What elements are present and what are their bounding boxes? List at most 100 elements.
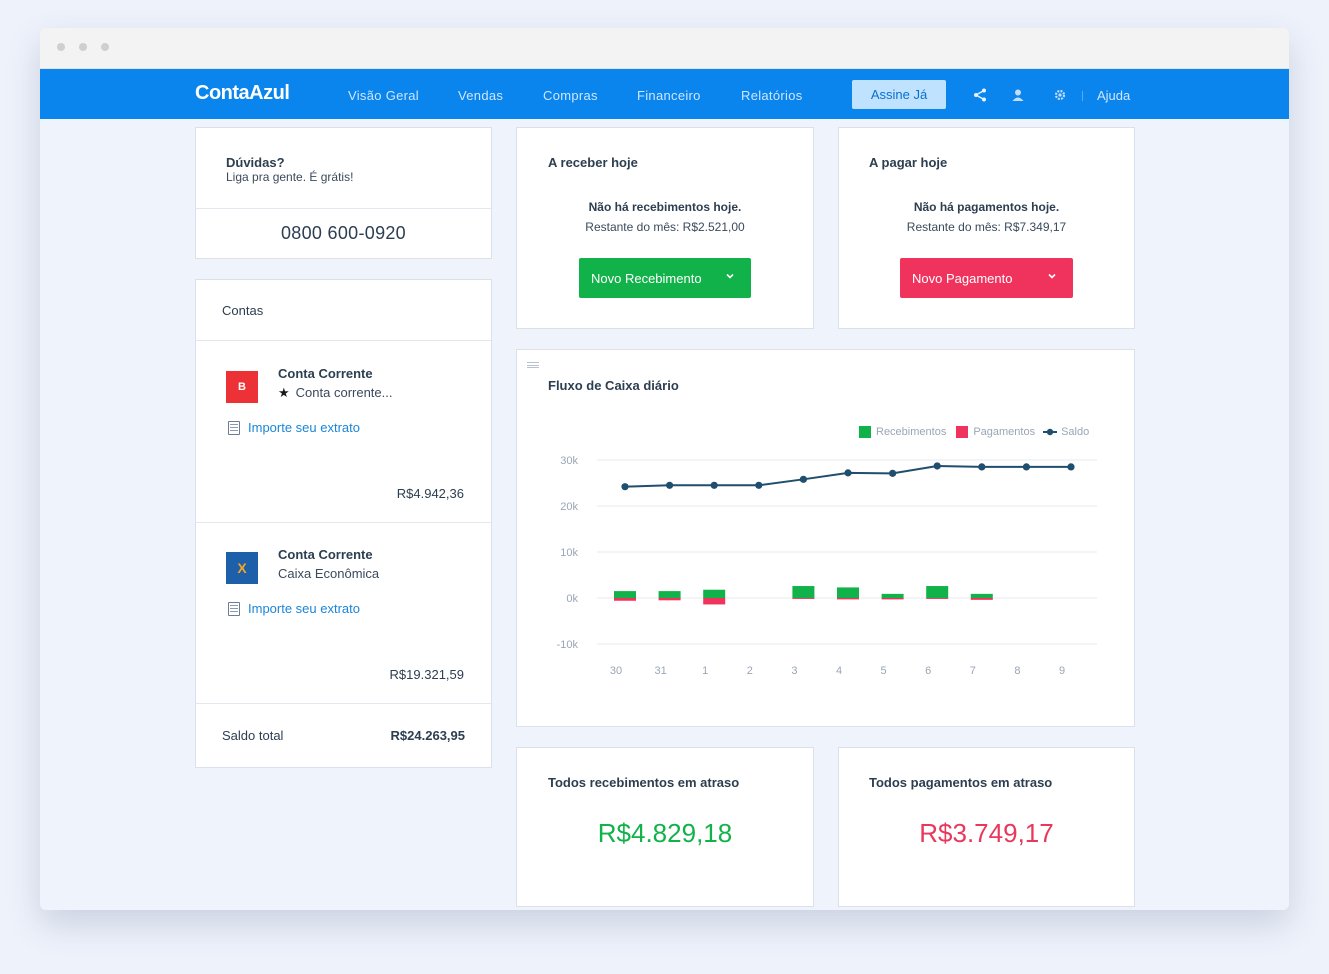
saldo-point (844, 469, 852, 477)
nav-item-relatorios[interactable]: Relatórios (741, 88, 803, 103)
y-tick-label: 0k (566, 593, 578, 605)
bar-pagamentos (658, 598, 681, 601)
saldo-point (1067, 463, 1075, 471)
legend-label-pagamentos: Pagamentos (973, 426, 1036, 438)
bar-pagamentos (703, 598, 726, 605)
account-balance: R$4.942,36 (396, 486, 464, 501)
receive-today-card: A receber hoje Não há recebimentos hoje.… (516, 127, 814, 329)
bar-pagamentos (881, 598, 904, 600)
overdue-payments-card: Todos pagamentos em atraso R$3.749,17 (838, 747, 1135, 907)
help-title: Dúvidas? (226, 155, 285, 170)
cash-flow-card: Fluxo de Caixa diário Recebimentos Pagam… (516, 349, 1135, 727)
x-tick-label: 6 (925, 665, 931, 677)
x-tick-label: 8 (1014, 665, 1020, 677)
bar-recebimentos (881, 593, 904, 598)
share-icon[interactable] (973, 88, 987, 102)
accounts-divider (196, 340, 491, 341)
pay-empty-message: Não há pagamentos hoje. (913, 200, 1060, 214)
account-item[interactable]: X Conta Corrente Caixa Econômica Importe… (196, 523, 493, 703)
x-tick-label: 1 (702, 665, 708, 677)
window-minimize-dot[interactable] (79, 43, 87, 51)
x-tick-label: 7 (970, 665, 976, 677)
new-receipt-label: Novo Recebimento (591, 270, 702, 286)
bar-recebimentos (926, 586, 949, 598)
nav-separator (1082, 91, 1083, 101)
accounts-title: Contas (222, 303, 264, 318)
user-icon[interactable] (1011, 88, 1025, 102)
pay-today-card: A pagar hoje Não há pagamentos hoje. Res… (838, 127, 1135, 329)
legend-swatch-recebimentos (859, 426, 871, 438)
new-receipt-button[interactable]: Novo Recebimento (579, 258, 751, 298)
x-tick-label: 30 (610, 665, 622, 677)
account-subtitle: Caixa Econômica (278, 566, 380, 581)
import-statement-link[interactable]: Importe seu extrato (248, 420, 360, 435)
y-tick-label: -10k (557, 639, 579, 651)
y-tick-label: 10k (560, 547, 578, 559)
chevron-down-icon (725, 271, 735, 284)
top-navbar: ContaAzul Visão Geral Vendas Compras Fin… (40, 69, 1289, 119)
saldo-point (799, 475, 807, 483)
document-icon (228, 602, 240, 616)
bar-pagamentos (614, 598, 636, 601)
bar-pagamentos (837, 598, 859, 600)
nav-item-vendas[interactable]: Vendas (458, 88, 504, 103)
overdue-receipts-value[interactable]: R$4.829,18 (597, 818, 733, 848)
overdue-receipts-title: Todos recebimentos em atraso (548, 775, 740, 790)
saldo-point (889, 469, 897, 477)
import-statement-link[interactable]: Importe seu extrato (248, 601, 360, 616)
nav-item-compras[interactable]: Compras (543, 88, 598, 103)
x-tick-label: 4 (836, 665, 842, 677)
x-tick-label: 2 (747, 665, 753, 677)
account-subtitle-row: ★ Conta corrente... (278, 385, 392, 401)
saldo-point (978, 463, 986, 471)
drag-handle-icon[interactable] (527, 362, 539, 368)
help-subtitle: Liga pra gente. É grátis! (226, 170, 354, 184)
x-tick-label: 5 (881, 665, 887, 677)
bank-logo-icon: X (226, 552, 258, 584)
gear-icon[interactable] (1053, 88, 1067, 102)
document-icon (228, 421, 240, 435)
saldo-point (933, 462, 941, 470)
saldo-point (755, 481, 763, 489)
bar-recebimentos (703, 589, 726, 598)
nav-item-ajuda[interactable]: Ajuda (1097, 88, 1131, 103)
app-logo[interactable]: ContaAzul (195, 82, 290, 104)
assine-ja-button[interactable]: Assine Já (852, 80, 946, 109)
chart-legend: Recebimentos Pagamentos Saldo (859, 426, 1089, 438)
total-divider (196, 703, 491, 704)
x-tick-label: 31 (654, 665, 666, 677)
bar-pagamentos (792, 598, 815, 599)
nav-item-visao-geral[interactable]: Visão Geral (348, 88, 419, 103)
new-payment-button[interactable]: Novo Pagamento (900, 258, 1073, 298)
legend-item-recebimentos[interactable]: Recebimentos (859, 426, 946, 438)
account-name: Conta Corrente (278, 547, 373, 562)
help-phone[interactable]: 0800 600-0920 (280, 223, 406, 243)
window-close-dot[interactable] (57, 43, 65, 51)
overdue-payments-title: Todos pagamentos em atraso (869, 775, 1053, 790)
pay-remaining: Restante do mês: R$7.349,17 (906, 220, 1067, 234)
window-maximize-dot[interactable] (101, 43, 109, 51)
chevron-down-icon (1047, 271, 1057, 284)
cash-flow-chart: 30k 20k 10k 0k -10k 30 31 1 2 3 4 5 6 7 8 9 (557, 455, 1097, 677)
overdue-payments-value[interactable]: R$3.749,17 (919, 818, 1054, 848)
account-divider (196, 522, 491, 523)
help-divider (196, 208, 491, 209)
help-card: Dúvidas? Liga pra gente. É grátis! 0800 … (195, 127, 492, 259)
saldo-point (1022, 463, 1030, 471)
legend-swatch-saldo (1043, 428, 1058, 436)
total-balance-value: R$24.263,95 (390, 728, 465, 743)
window-titlebar (40, 28, 1289, 69)
legend-item-pagamentos[interactable]: Pagamentos (956, 426, 1035, 438)
bar-recebimentos (970, 593, 993, 598)
bank-logo-icon: B (226, 371, 258, 403)
browser-window: ContaAzul Visão Geral Vendas Compras Fin… (40, 28, 1289, 910)
new-payment-label: Novo Pagamento (912, 270, 1013, 286)
legend-item-saldo[interactable]: Saldo (1043, 426, 1089, 438)
y-tick-label: 20k (560, 501, 578, 513)
account-item[interactable]: B Conta Corrente ★ Conta corrente... Impo… (196, 341, 493, 522)
nav-item-financeiro[interactable]: Financeiro (637, 88, 701, 103)
saldo-point (666, 481, 674, 489)
receive-today-title: A receber hoje (548, 155, 638, 170)
star-icon[interactable]: ★ (278, 385, 290, 400)
account-balance: R$19.321,59 (389, 667, 464, 682)
